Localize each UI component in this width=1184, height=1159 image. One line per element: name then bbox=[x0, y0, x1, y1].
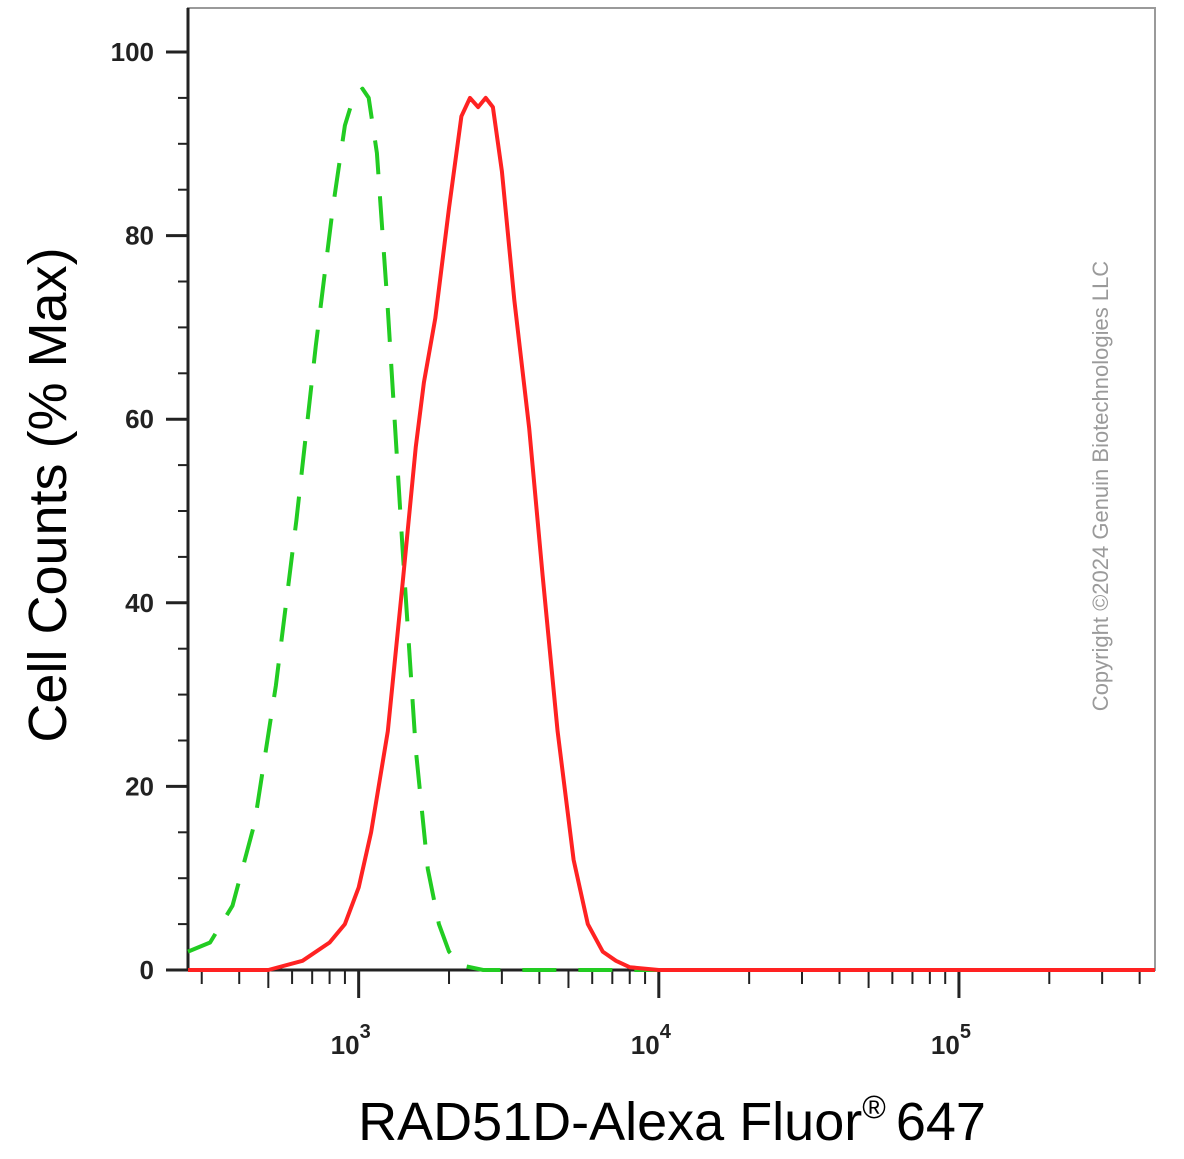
y-tick-label: 80 bbox=[125, 221, 154, 251]
x-axis-title-registered: ® bbox=[862, 1089, 886, 1125]
series-line-1 bbox=[187, 86, 1155, 972]
x-axis-title-suffix: 647 bbox=[896, 1092, 986, 1152]
y-tick-label: 0 bbox=[140, 955, 154, 985]
y-tick-label: 20 bbox=[125, 771, 154, 801]
copyright-watermark: Copyright ©2024 Genuin Biotechnologies L… bbox=[1088, 261, 1113, 712]
y-tick-label: 100 bbox=[111, 37, 154, 67]
y-axis: 0 20 40 60 80 100 bbox=[111, 8, 190, 985]
x-tick-label: 105 bbox=[931, 1021, 971, 1060]
x-axis-title-main: RAD51D-Alexa Fluor bbox=[358, 1092, 862, 1152]
series-lines bbox=[187, 86, 1155, 972]
y-tick-label: 40 bbox=[125, 588, 154, 618]
y-axis-title: Cell Counts (% Max) bbox=[18, 247, 78, 742]
x-tick-label: 104 bbox=[631, 1021, 672, 1060]
x-tick-label: 103 bbox=[331, 1021, 371, 1060]
y-tick-label: 60 bbox=[125, 404, 154, 434]
plot-border bbox=[187, 7, 1156, 971]
plot-frame bbox=[187, 7, 1156, 971]
x-axis-title: RAD51D-Alexa Fluor® 647 bbox=[358, 1089, 986, 1152]
series-line-2 bbox=[188, 95, 1155, 972]
x-axis: 103 104 105 bbox=[188, 968, 1155, 1060]
